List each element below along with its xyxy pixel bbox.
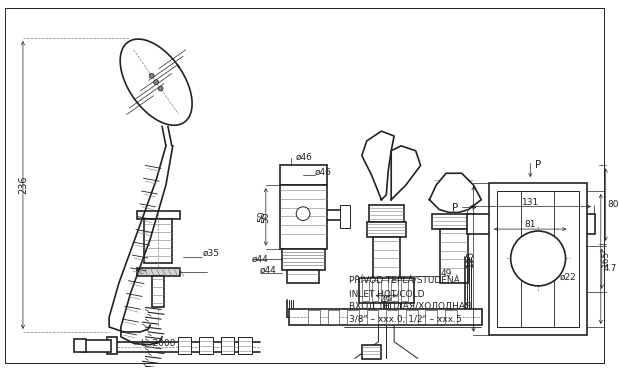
Text: 80: 80 <box>608 200 619 209</box>
Text: 3/8" – xxx.0, 1/2" – xxx.5: 3/8" – xxx.0, 1/2" – xxx.5 <box>349 315 462 324</box>
Text: P: P <box>535 160 542 170</box>
Bar <box>238 337 252 354</box>
Bar <box>137 268 180 276</box>
Text: 236: 236 <box>18 176 28 194</box>
Text: ø46: ø46 <box>295 153 312 162</box>
Bar <box>491 234 571 246</box>
Bar <box>369 204 404 222</box>
Text: 195: 195 <box>466 250 475 267</box>
Circle shape <box>519 256 541 277</box>
Text: ø46: ø46 <box>315 168 332 177</box>
Circle shape <box>297 207 310 220</box>
Text: ø35: ø35 <box>202 249 219 258</box>
Text: 50: 50 <box>261 211 271 223</box>
Bar <box>391 280 398 301</box>
Bar <box>347 311 359 324</box>
Bar <box>107 337 117 354</box>
Text: L=2000: L=2000 <box>141 339 176 348</box>
Bar <box>362 345 381 359</box>
Polygon shape <box>391 146 420 200</box>
Bar <box>467 214 595 234</box>
Polygon shape <box>120 39 192 125</box>
Text: 50: 50 <box>258 211 266 222</box>
Circle shape <box>158 86 163 91</box>
Text: ø44: ø44 <box>260 266 277 275</box>
Text: P: P <box>451 203 458 213</box>
Circle shape <box>154 80 158 85</box>
Circle shape <box>511 231 566 286</box>
Bar <box>445 311 457 324</box>
Text: ø22: ø22 <box>560 273 576 282</box>
Text: 165: 165 <box>601 250 610 267</box>
Bar <box>511 246 550 292</box>
Text: 49: 49 <box>381 296 392 305</box>
Bar <box>287 270 319 283</box>
Bar <box>359 278 413 302</box>
Bar <box>401 280 408 301</box>
Bar <box>381 280 388 301</box>
Bar <box>221 337 235 354</box>
Bar <box>152 276 164 308</box>
Bar <box>425 311 437 324</box>
Bar <box>489 183 587 335</box>
Text: ВХОД ТЕПЛАЯ/ХОЛОДНАЯ: ВХОД ТЕПЛАЯ/ХОЛОДНАЯ <box>349 302 471 311</box>
Bar <box>371 280 378 301</box>
Text: 131: 131 <box>522 198 539 207</box>
Text: 4.7: 4.7 <box>604 264 617 273</box>
Bar <box>386 311 398 324</box>
Bar <box>82 340 111 351</box>
Text: PŘÍVOD TEPLÁ/STUDENÁ: PŘÍVOD TEPLÁ/STUDENÁ <box>349 276 460 286</box>
Bar <box>289 309 482 325</box>
Bar <box>327 311 339 324</box>
Bar <box>497 191 579 327</box>
Bar <box>362 280 369 301</box>
Polygon shape <box>430 173 482 213</box>
Bar <box>282 249 324 270</box>
Bar <box>406 311 418 324</box>
Polygon shape <box>362 131 394 200</box>
Text: INLET HOT/COLD: INLET HOT/COLD <box>349 289 425 298</box>
Bar <box>366 311 378 324</box>
Bar <box>280 165 327 185</box>
Bar <box>440 229 467 283</box>
Bar <box>199 337 213 354</box>
Bar <box>74 339 85 352</box>
Bar <box>144 219 172 263</box>
Bar <box>373 237 400 283</box>
Bar <box>366 222 406 237</box>
Text: 81: 81 <box>524 220 536 229</box>
Bar <box>340 206 350 228</box>
Bar <box>137 211 180 219</box>
Bar <box>178 337 191 354</box>
Text: 40: 40 <box>524 268 536 277</box>
Text: ø44: ø44 <box>252 255 269 264</box>
Circle shape <box>149 73 154 78</box>
Text: 49: 49 <box>440 269 451 278</box>
Bar <box>432 214 475 229</box>
Bar <box>280 185 327 249</box>
Bar <box>308 311 319 324</box>
